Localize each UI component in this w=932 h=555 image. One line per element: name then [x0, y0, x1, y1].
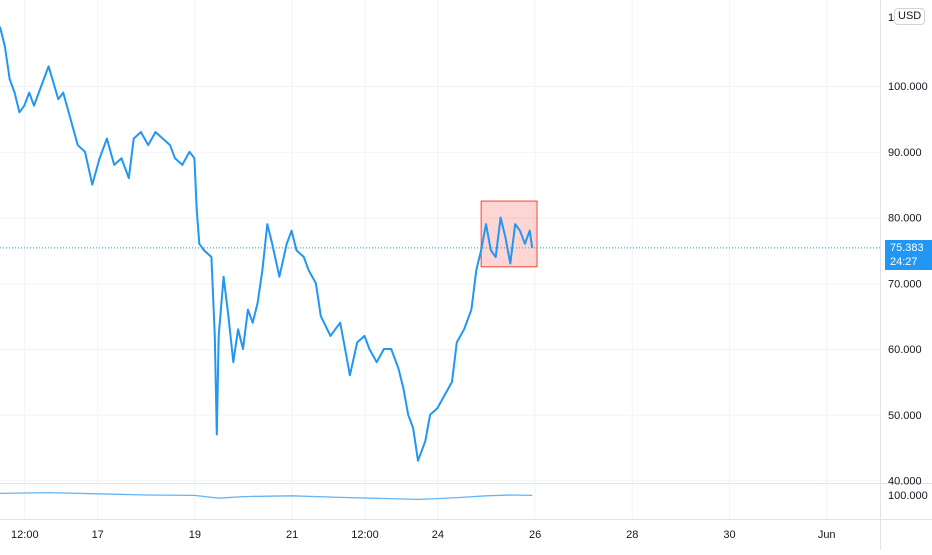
currency-badge[interactable]: USD	[894, 8, 926, 25]
x-tick-label: 28	[626, 529, 638, 541]
grid-lines	[0, 0, 880, 519]
sub-y-tick-label: 100.000	[888, 490, 928, 502]
x-tick-label: 30	[723, 529, 735, 541]
x-tick-label: Jun	[818, 529, 836, 541]
indicator-line	[0, 491, 533, 501]
last-price-tag: 75.383 24:27	[885, 240, 932, 270]
price-line	[0, 26, 534, 462]
last-price-value: 75.383	[890, 242, 924, 254]
x-tick-label: 12:00	[11, 529, 39, 541]
currency-badge-label: USD	[898, 10, 922, 22]
y-tick-label: 80.000	[888, 213, 922, 225]
y-tick-label: 40.000	[888, 476, 922, 488]
y-tick-label-top: 1	[888, 12, 894, 24]
x-tick-label: 26	[529, 529, 541, 541]
y-tick-label: 90.000	[888, 147, 922, 159]
x-tick-label: 17	[92, 529, 104, 541]
x-tick-label: 24	[432, 529, 444, 541]
x-tick-label: 21	[286, 529, 298, 541]
x-tick-label: 12:00	[351, 529, 379, 541]
y-tick-label: 70.000	[888, 278, 922, 290]
y-tick-label: 60.000	[888, 344, 922, 356]
y-tick-label: 50.000	[888, 410, 922, 422]
indicator-series	[0, 491, 533, 501]
bar-countdown: 24:27	[890, 256, 918, 268]
price-series	[0, 26, 880, 462]
x-tick-label: 19	[189, 529, 201, 541]
y-tick-label: 100.000	[888, 81, 928, 93]
